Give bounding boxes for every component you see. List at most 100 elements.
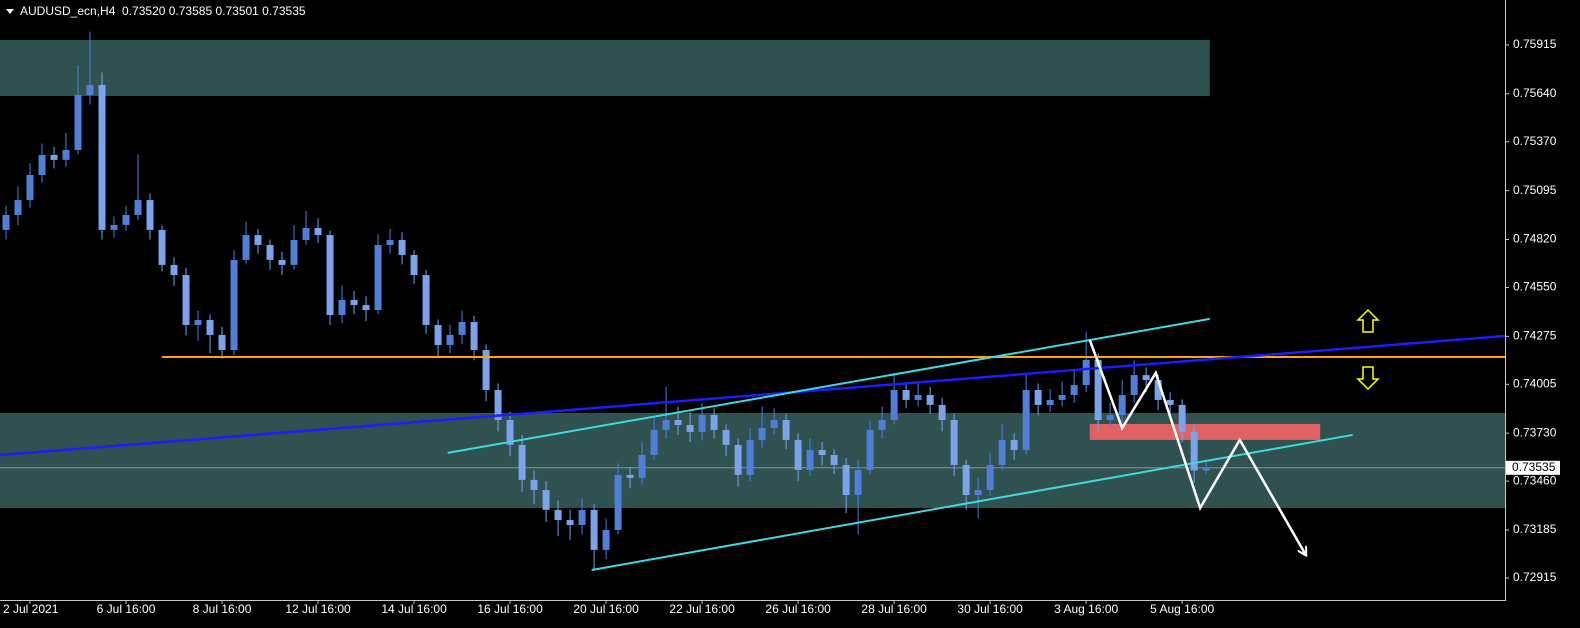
candle-body (398, 240, 406, 255)
candle-body (830, 455, 838, 465)
candle-body (206, 319, 214, 335)
candle-body (470, 321, 478, 351)
x-tick-label: 14 Jul 16:00 (381, 602, 447, 616)
candle-body (338, 299, 346, 316)
candle-body (722, 429, 730, 445)
x-tick-label: 16 Jul 16:00 (477, 602, 543, 616)
candle-body (614, 474, 622, 530)
zone (0, 39, 1210, 96)
candle-body (230, 259, 238, 351)
candle-body (806, 450, 814, 470)
candle-body (674, 420, 682, 425)
y-tick-label: 0.75915 (1513, 37, 1557, 51)
candle-body (1058, 394, 1066, 400)
candle-body (1130, 375, 1138, 395)
current-price-label: 0.73535 (1512, 460, 1556, 474)
candle-body (266, 245, 274, 260)
x-tick-label: 8 Jul 16:00 (193, 602, 252, 616)
trend-line (0, 334, 1506, 457)
candle-body (122, 214, 130, 225)
candle-body (974, 490, 982, 495)
y-tick-label: 0.75640 (1513, 86, 1557, 100)
y-tick-label: 0.75370 (1513, 134, 1557, 148)
candle-body (638, 455, 646, 478)
candle-body (74, 95, 82, 150)
menu-triangle[interactable] (6, 9, 14, 14)
candle-body (314, 227, 322, 236)
candle-body (1118, 394, 1126, 416)
candle-body (86, 84, 94, 96)
candle-body (386, 240, 394, 246)
candle-body (290, 240, 298, 265)
candle-body (350, 299, 358, 306)
candle-body (542, 490, 550, 510)
candle-body (458, 321, 466, 335)
candle-body (1190, 431, 1198, 471)
candle-body (878, 420, 886, 430)
y-tick-label: 0.74005 (1513, 376, 1557, 390)
candle-body (146, 200, 154, 230)
y-tick-label: 0.74275 (1513, 329, 1557, 343)
candle-body (170, 264, 178, 276)
x-tick-label: 3 Aug 16:00 (1054, 602, 1118, 616)
candle-body (794, 439, 802, 470)
candle-body (26, 175, 34, 201)
candle-body (926, 394, 934, 405)
x-tick-label: 2 Jul 2021 (3, 602, 59, 616)
candle-body (578, 509, 586, 526)
candle-body (854, 469, 862, 495)
candle-body (938, 404, 946, 421)
candle-body (434, 324, 442, 346)
candle-body (1178, 404, 1186, 432)
y-tick-label: 0.75095 (1513, 183, 1557, 197)
candle-body (410, 254, 418, 276)
candle-body (914, 394, 922, 400)
candle-body (1046, 399, 1054, 405)
candle-body (1106, 415, 1114, 421)
candle-body (554, 509, 562, 521)
candle-body (1166, 399, 1174, 405)
candle-body (1082, 359, 1090, 386)
candle-body (1094, 359, 1102, 421)
x-tick-label: 26 Jul 16:00 (765, 602, 831, 616)
candle-body (710, 415, 718, 430)
candle-body (506, 420, 514, 445)
candle-body (746, 439, 754, 475)
x-tick-label: 30 Jul 16:00 (957, 602, 1023, 616)
candle-body (1070, 385, 1078, 395)
candle-body (278, 259, 286, 265)
trend-line (591, 433, 1353, 571)
candle-body (626, 474, 634, 478)
candle-body (482, 350, 490, 390)
candle-body (602, 529, 610, 550)
x-tick-label: 5 Aug 16:00 (1150, 602, 1214, 616)
x-tick-label: 28 Jul 16:00 (861, 602, 927, 616)
candle-body (530, 479, 538, 491)
candle-body (446, 334, 454, 346)
candle-body (110, 224, 118, 230)
y-tick-label: 0.74820 (1513, 232, 1557, 246)
candle-body (998, 439, 1006, 465)
y-tick-label: 0.74550 (1513, 280, 1557, 294)
candle-body (566, 520, 574, 526)
candle-body (902, 389, 910, 400)
y-tick-label: 0.73185 (1513, 522, 1557, 536)
candle-body (362, 305, 370, 311)
projection-path (1088, 339, 1306, 555)
candle-body (242, 235, 250, 260)
candle-body (1034, 389, 1042, 405)
candle-body (302, 227, 310, 241)
x-tick-label: 22 Jul 16:00 (669, 602, 735, 616)
candle-body (1142, 375, 1150, 381)
candle-body (182, 275, 190, 325)
candle-body (866, 429, 874, 470)
candle-body (662, 420, 670, 430)
chart-title: AUDUSD_ecn,H4 0.73520 0.73585 0.73501 0.… (20, 4, 306, 18)
y-tick-label: 0.73460 (1513, 473, 1557, 487)
candle-body (50, 154, 58, 160)
candle-body (494, 389, 502, 421)
candle-body (650, 429, 658, 456)
candle-body (14, 200, 22, 215)
y-tick-label: 0.72915 (1513, 570, 1557, 584)
